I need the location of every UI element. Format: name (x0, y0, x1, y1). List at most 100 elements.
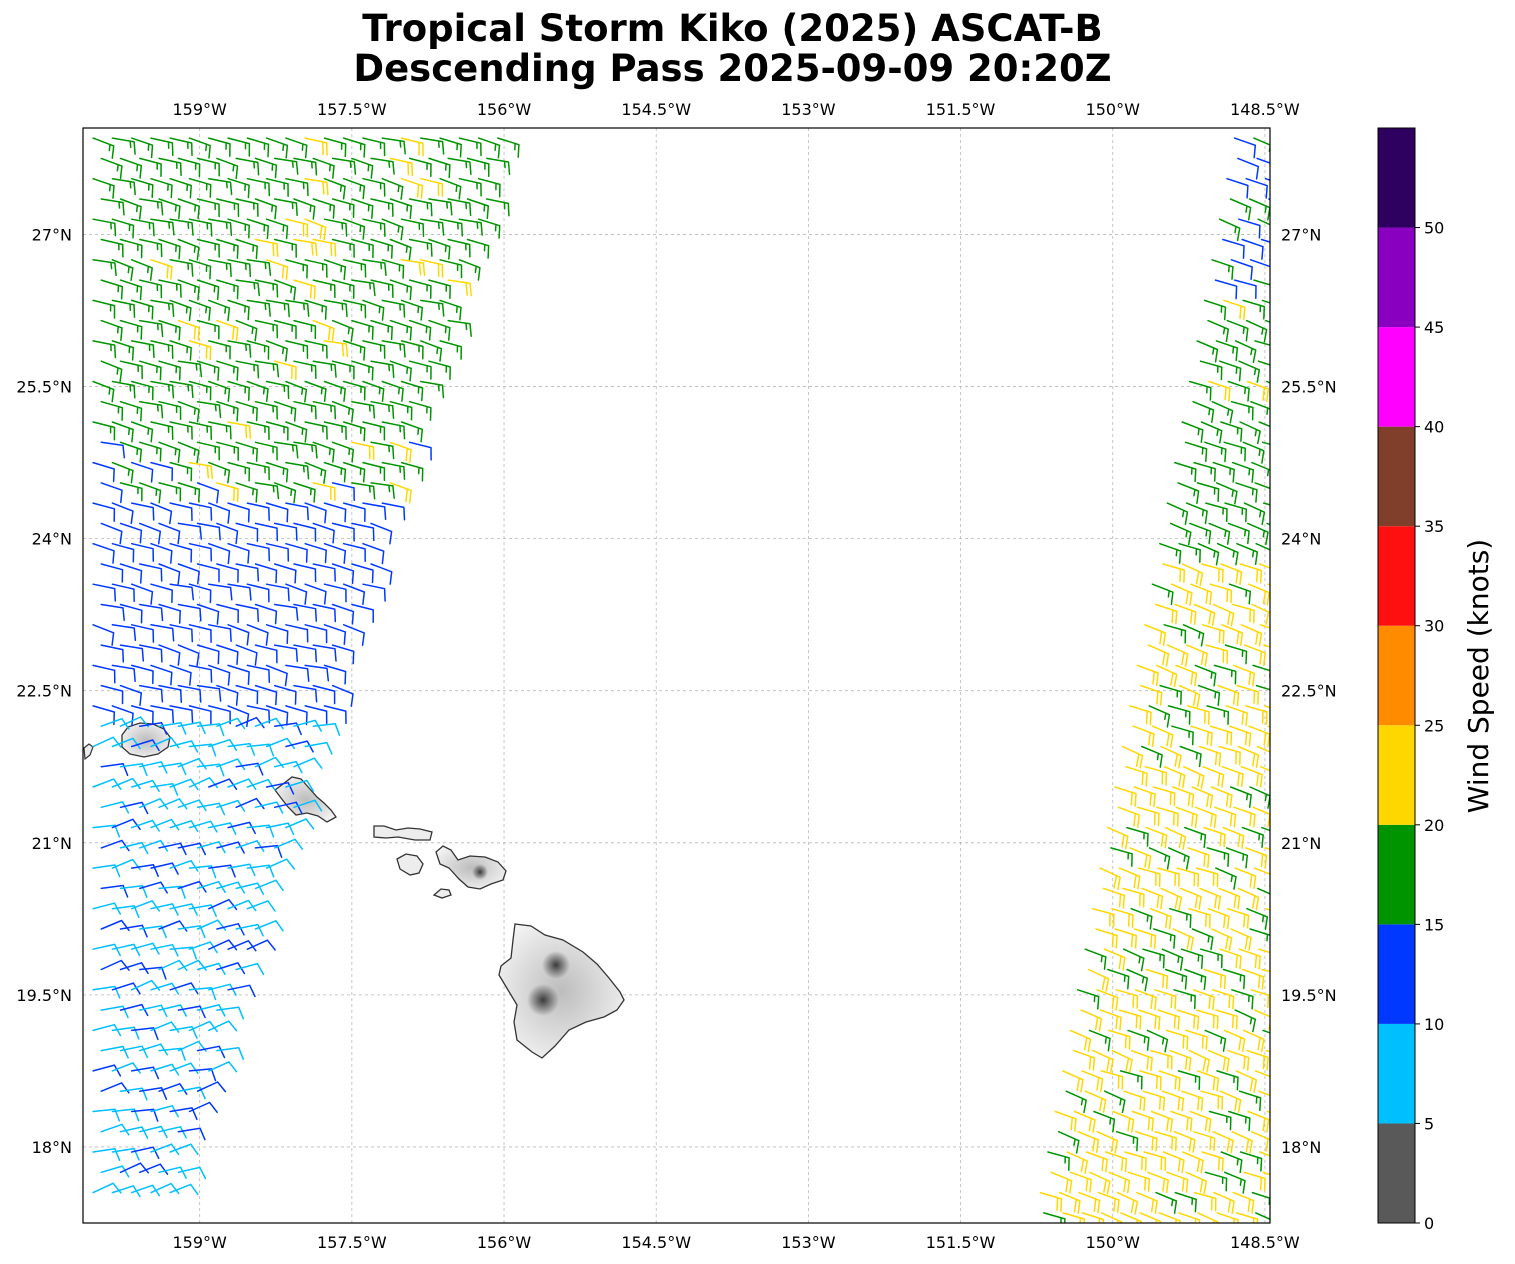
wind-barb (1224, 644, 1248, 665)
wind-barb (246, 421, 270, 441)
wind-barb (1262, 1029, 1270, 1034)
wind-barb (342, 340, 366, 361)
wind-barb (370, 238, 393, 259)
wind-barb (273, 360, 297, 380)
wind-barb (158, 1047, 186, 1061)
wind-barb (439, 177, 462, 200)
wind-barb (1220, 563, 1243, 585)
wind-barb (1131, 1110, 1154, 1132)
wind-barb (227, 542, 250, 564)
wind-barb (92, 1182, 122, 1194)
wind-barb (139, 1004, 168, 1018)
wind-barb (111, 218, 135, 239)
wind-barb (1114, 786, 1137, 807)
wind-barb (1230, 400, 1254, 421)
wind-barb (196, 919, 227, 931)
wind-barb (216, 360, 239, 381)
wind-barb (1226, 319, 1249, 342)
wind-barb (439, 218, 464, 237)
wind-barb (285, 542, 308, 563)
wind-barb (400, 380, 424, 402)
wind-barb (304, 741, 333, 755)
wind-barb (235, 797, 265, 810)
wind-barb (196, 238, 220, 258)
wind-barb (1245, 177, 1268, 199)
wind-barb (119, 1162, 150, 1174)
wind-barb (1232, 603, 1255, 624)
wind-barb (246, 137, 270, 158)
wind-barb (1207, 1049, 1230, 1072)
wind-barb (408, 441, 432, 461)
wind-barb (150, 705, 175, 724)
wind-barb (1139, 1212, 1162, 1223)
wind-barb (312, 279, 336, 299)
wind-barb (331, 563, 355, 585)
wind-barb (293, 157, 318, 176)
wind-barb (100, 441, 126, 459)
wind-barb (1265, 907, 1270, 911)
wind-barb (235, 441, 258, 462)
wind-barb (169, 421, 193, 440)
wind-barb (285, 421, 308, 443)
wind-barb (342, 421, 366, 442)
wind-barb (331, 441, 355, 463)
wind-barb (1057, 1130, 1080, 1154)
wind-barb (1103, 1090, 1126, 1114)
wind-barb (1122, 887, 1145, 908)
wind-barb (1235, 482, 1258, 503)
wind-barb (1182, 1151, 1204, 1174)
colorbar-tick-label: 35 (1424, 517, 1444, 536)
wind-barb (323, 177, 346, 200)
wind-barb (1268, 198, 1270, 201)
wind-barb (119, 360, 143, 380)
wind-barb (100, 279, 124, 300)
wind-barb (1203, 968, 1226, 990)
wind-barb (150, 502, 173, 525)
wind-barb (1121, 745, 1144, 769)
wind-barb (150, 1143, 180, 1156)
wind-barb (1226, 177, 1249, 199)
wind-barb (158, 721, 187, 735)
wind-barb (1264, 177, 1270, 181)
wind-barb (254, 684, 278, 706)
wind-barb (235, 522, 259, 543)
wind-barb (1242, 968, 1265, 990)
wind-barb (150, 736, 180, 749)
wind-barb (273, 441, 299, 459)
wind-barb (323, 705, 347, 725)
wind-barb (273, 482, 297, 504)
wind-barb (188, 542, 213, 562)
wind-barb (1143, 1151, 1167, 1172)
wind-barb (119, 1126, 149, 1139)
wind-barb (1077, 1130, 1100, 1153)
wind-barb (265, 137, 289, 159)
island-molokai (373, 825, 433, 841)
wind-barb (227, 664, 250, 686)
wind-barb (100, 1045, 129, 1059)
wind-barb (1226, 907, 1250, 929)
wind-barb (216, 238, 239, 259)
wind-barb (188, 218, 213, 237)
wind-barb (208, 421, 232, 440)
wind-barb (1171, 725, 1194, 746)
wind-barb (119, 841, 149, 855)
wind-barb (1233, 279, 1257, 299)
colorbar-tick-label: 40 (1424, 418, 1444, 437)
wind-barb (293, 757, 323, 769)
wind-barb (92, 824, 121, 838)
wind-barb (1076, 989, 1100, 1010)
wind-barb (188, 421, 213, 440)
wind-barb (1254, 482, 1270, 490)
wind-barb (312, 198, 335, 219)
wind-barb (169, 299, 192, 322)
wind-barb (92, 705, 116, 726)
wind-barb (139, 319, 164, 338)
wind-barb (158, 198, 181, 220)
wind-barb (177, 279, 200, 301)
wind-barb (1216, 1070, 1239, 1091)
wind-barb (130, 583, 154, 605)
wind-barb (1214, 806, 1237, 828)
wind-barb (119, 924, 148, 938)
wind-barb (1247, 1110, 1270, 1133)
wind-barb (111, 583, 135, 603)
